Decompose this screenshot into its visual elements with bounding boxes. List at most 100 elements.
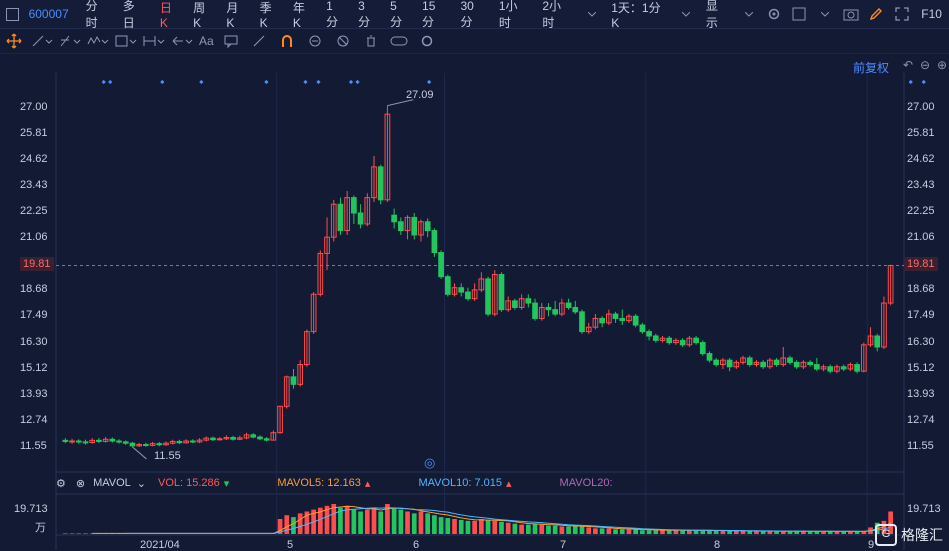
plus-icon[interactable]: ⊕	[936, 58, 948, 72]
gear-icon[interactable]	[766, 6, 781, 22]
candle[interactable]	[720, 359, 726, 366]
candle[interactable]	[317, 252, 324, 295]
candle[interactable]	[478, 278, 485, 291]
settings-icon[interactable]	[415, 31, 439, 51]
candle[interactable]	[746, 357, 753, 366]
candle[interactable]	[62, 439, 69, 442]
event-marker[interactable]	[355, 79, 360, 85]
f10-button[interactable]: F10	[921, 7, 942, 21]
candle[interactable]	[612, 313, 619, 319]
candle[interactable]	[236, 437, 243, 440]
chevron-down-icon[interactable]	[584, 6, 599, 22]
candle[interactable]	[860, 344, 867, 372]
candle[interactable]	[652, 335, 659, 341]
timeframe-multiday[interactable]: 多日	[122, 0, 135, 30]
candle[interactable]	[686, 337, 693, 346]
candle[interactable]	[391, 214, 397, 223]
candle[interactable]	[599, 317, 605, 324]
candle[interactable]	[820, 366, 827, 370]
timeframe-daily[interactable]: 日K	[159, 0, 172, 30]
event-marker[interactable]	[108, 79, 113, 85]
chevron-down-icon[interactable]	[678, 6, 693, 22]
candle[interactable]	[324, 236, 330, 254]
candle[interactable]	[297, 364, 304, 385]
candle[interactable]	[257, 436, 263, 440]
undo-icon[interactable]: ↶	[902, 58, 914, 72]
candle[interactable]	[270, 432, 277, 441]
candle[interactable]	[767, 359, 773, 368]
line-tool-icon[interactable]	[30, 31, 54, 51]
candle[interactable]	[619, 317, 626, 322]
candle[interactable]	[666, 337, 673, 344]
event-marker[interactable]	[160, 79, 165, 85]
candle[interactable]	[176, 440, 183, 444]
candle[interactable]	[290, 376, 297, 385]
range-tool-icon[interactable]	[142, 31, 166, 51]
timeframe-3min[interactable]: 3分	[358, 0, 371, 29]
chevron-down-icon[interactable]	[741, 6, 756, 22]
candle[interactable]	[203, 437, 210, 441]
channel-tool-icon[interactable]	[58, 31, 82, 51]
candle[interactable]	[163, 442, 169, 446]
minus-icon[interactable]: ⊖	[919, 58, 931, 72]
candle[interactable]	[512, 300, 518, 308]
candle[interactable]	[230, 436, 236, 440]
candle[interactable]	[263, 438, 270, 441]
candle[interactable]	[431, 230, 438, 254]
close-icon[interactable]: ⊗	[75, 477, 86, 490]
camera-icon[interactable]	[843, 6, 859, 22]
magnet-icon[interactable]	[275, 31, 299, 51]
candle[interactable]	[223, 436, 230, 440]
pencil-icon[interactable]	[869, 6, 884, 22]
candle[interactable]	[189, 440, 196, 443]
candle[interactable]	[471, 289, 478, 300]
stock-code[interactable]: 600007	[28, 7, 69, 21]
candle[interactable]	[116, 440, 122, 443]
candle[interactable]	[760, 361, 767, 368]
candle[interactable]	[605, 313, 612, 324]
candle[interactable]	[330, 203, 337, 238]
candle[interactable]	[579, 311, 585, 333]
candle[interactable]	[156, 443, 163, 446]
candle[interactable]	[545, 306, 552, 311]
candle[interactable]	[491, 274, 498, 315]
wave-tool-icon[interactable]	[86, 31, 110, 51]
chart-tool-icon[interactable]	[114, 31, 138, 51]
candle[interactable]	[498, 274, 505, 311]
candle[interactable]	[827, 366, 834, 372]
candle[interactable]	[592, 317, 599, 328]
candle[interactable]	[713, 359, 720, 366]
candle[interactable]	[183, 440, 189, 444]
candle[interactable]	[243, 434, 250, 439]
candle[interactable]	[310, 293, 317, 333]
timeframe-quarterly[interactable]: 季K	[259, 0, 272, 30]
candle[interactable]	[357, 212, 364, 225]
event-marker[interactable]	[316, 79, 321, 85]
candle[interactable]	[753, 361, 760, 366]
gear-icon[interactable]: ⚙	[56, 477, 66, 490]
candle[interactable]	[740, 357, 746, 363]
candle[interactable]	[854, 364, 860, 372]
candle[interactable]	[793, 361, 800, 368]
candle[interactable]	[847, 364, 854, 370]
timeframe-monthly[interactable]: 月K	[226, 0, 239, 30]
candle[interactable]	[337, 203, 344, 232]
candle[interactable]	[109, 438, 116, 442]
candle[interactable]	[565, 302, 572, 308]
move-icon[interactable]	[2, 31, 26, 51]
timeframe-5min[interactable]: 5分	[390, 0, 403, 29]
display-menu[interactable]: 显示	[705, 0, 718, 30]
candle[interactable]	[304, 331, 310, 366]
candle[interactable]	[169, 440, 176, 444]
text-tool[interactable]: Aa	[199, 34, 214, 48]
comment-icon[interactable]	[219, 31, 243, 51]
candle[interactable]	[122, 441, 129, 444]
candle[interactable]	[210, 437, 216, 441]
candle[interactable]	[75, 440, 82, 443]
candle[interactable]	[505, 300, 512, 311]
target-icon[interactable]: ◎	[424, 455, 436, 470]
chevron-down-icon[interactable]	[817, 6, 832, 22]
candle[interactable]	[585, 326, 592, 333]
toggle-icon[interactable]	[387, 31, 411, 51]
